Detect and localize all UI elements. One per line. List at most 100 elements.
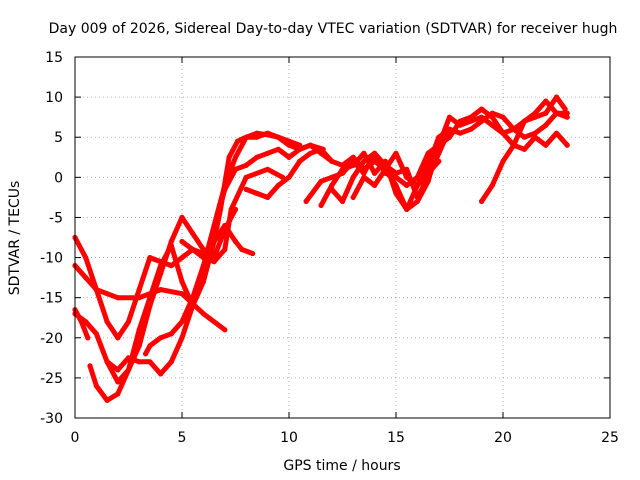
data-point — [115, 295, 121, 301]
data-point — [446, 114, 453, 120]
data-point — [125, 367, 132, 373]
data-point — [235, 138, 241, 144]
data-point — [222, 222, 228, 229]
y-tick-labels: -30 -25 -20 -15 -10 -5 0 5 10 15 — [40, 50, 63, 427]
data-point — [414, 198, 420, 204]
grid-lines — [75, 57, 610, 418]
x-tick-label: 0 — [71, 430, 80, 446]
chart-title: Day 009 of 2026, Sidereal Day-to-day VTE… — [49, 21, 618, 37]
data-point — [318, 146, 324, 152]
axis-ticks — [74, 56, 611, 419]
data-point — [479, 198, 485, 204]
y-tick-label: 15 — [45, 50, 63, 66]
data-point — [125, 355, 132, 361]
sat-track-8 — [179, 222, 256, 257]
data-point — [372, 170, 378, 176]
data-point — [222, 182, 228, 188]
data-point — [93, 331, 99, 337]
data-point — [468, 114, 474, 120]
y-tick-label: -5 — [49, 210, 63, 226]
data-point — [286, 174, 292, 180]
data-point — [200, 311, 206, 317]
sat-track-14 — [479, 94, 568, 204]
x-tick-labels: 0 5 10 15 20 25 — [71, 430, 619, 446]
y-tick-label: -30 — [40, 411, 63, 427]
data-point — [168, 238, 174, 245]
data-point — [136, 295, 142, 301]
data-point — [425, 150, 431, 156]
data-point — [254, 154, 260, 160]
data-point — [168, 263, 174, 269]
data-point — [564, 110, 570, 116]
x-axis-label: GPS time / hours — [283, 458, 400, 474]
data-point — [158, 287, 164, 293]
data-point — [489, 182, 495, 188]
data-point — [275, 146, 281, 152]
data-point — [393, 174, 399, 180]
data-point — [168, 331, 174, 337]
data-point — [297, 142, 303, 148]
data-point — [468, 126, 474, 132]
data-point — [521, 134, 528, 140]
data-point — [511, 126, 517, 132]
data-point — [115, 367, 121, 373]
data-point — [143, 351, 149, 357]
data-point — [200, 263, 206, 269]
data-point — [83, 275, 89, 281]
data-point — [521, 146, 528, 152]
series-line — [143, 130, 303, 357]
data-point — [243, 162, 249, 168]
data-point — [489, 114, 495, 120]
data-point — [158, 335, 164, 341]
data-point — [179, 319, 185, 325]
data-point — [532, 134, 538, 140]
data-point — [521, 118, 528, 124]
data-point — [543, 142, 549, 148]
data-point — [404, 174, 410, 180]
data-point — [457, 118, 463, 124]
data-point — [179, 291, 185, 297]
data-point — [179, 255, 185, 261]
data-point — [265, 194, 271, 200]
data-point — [553, 130, 560, 136]
data-point — [307, 150, 313, 156]
sat-track-11 — [303, 106, 570, 204]
data-point — [446, 126, 453, 132]
x-tick-label: 10 — [280, 430, 298, 446]
data-point — [147, 343, 153, 349]
data-point — [275, 182, 281, 188]
data-point — [104, 397, 110, 403]
data-point — [500, 158, 506, 164]
data-point — [83, 319, 89, 325]
data-point — [243, 186, 249, 192]
data-point — [318, 178, 324, 184]
data-point — [350, 158, 356, 164]
data-point — [553, 110, 560, 116]
data-point — [425, 162, 431, 168]
data-point — [125, 319, 132, 325]
plot-frame — [74, 56, 611, 419]
data-point — [93, 383, 99, 389]
sat-track-7 — [143, 130, 303, 357]
data-point — [303, 198, 309, 204]
x-tick-label: 5 — [178, 430, 187, 446]
data-point — [393, 190, 399, 196]
data-point — [136, 343, 142, 349]
data-point — [83, 255, 89, 261]
data-point — [286, 154, 292, 160]
data-point — [104, 359, 110, 365]
data-point — [329, 174, 335, 180]
x-tick-label: 25 — [601, 430, 619, 446]
data-point — [200, 250, 206, 257]
data-point — [158, 271, 164, 277]
data-point — [226, 154, 232, 160]
data-point — [350, 174, 356, 180]
x-tick-label: 20 — [494, 430, 512, 446]
data-point — [404, 206, 410, 212]
x-tick-label: 15 — [387, 430, 405, 446]
data-point — [350, 154, 356, 160]
data-point — [543, 110, 549, 116]
data-point — [93, 287, 99, 293]
data-point — [265, 132, 271, 138]
data-point — [232, 166, 239, 172]
